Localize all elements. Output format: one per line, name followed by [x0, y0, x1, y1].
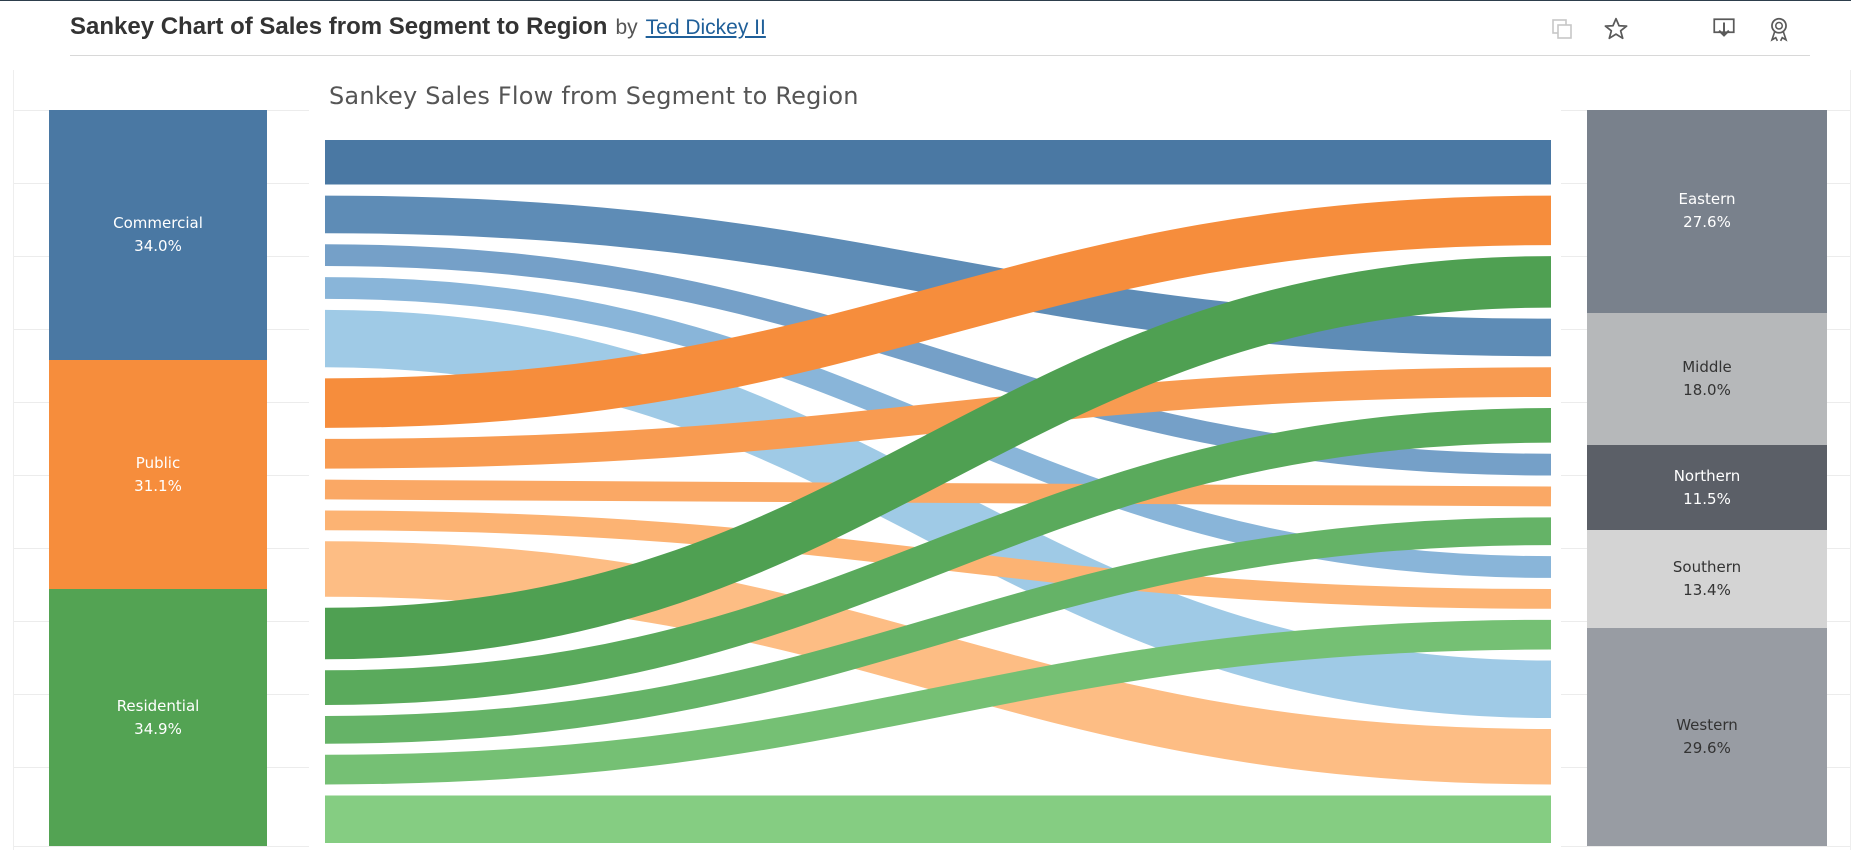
header-divider — [70, 55, 1810, 56]
region-label: Middle — [1682, 358, 1732, 377]
region-label: Western — [1676, 716, 1738, 735]
sankey-panel: Sankey Sales Flow from Segment to Region — [309, 70, 1561, 850]
region-share: 18.0% — [1683, 381, 1731, 400]
star-icon[interactable] — [1601, 14, 1631, 44]
flow-residential-to-eastern[interactable] — [324, 256, 1552, 660]
segment-label: Residential — [116, 696, 200, 715]
top-border — [0, 0, 1851, 1]
segment-share: 34.9% — [134, 719, 182, 738]
segment-share: 31.1% — [134, 476, 182, 495]
region-bar-southern[interactable]: Southern 13.4% — [1587, 529, 1827, 629]
segment-share: 34.0% — [134, 237, 182, 256]
segment-bar-public[interactable]: Public 31.1% — [49, 360, 267, 590]
region-bar-eastern[interactable]: Eastern 27.6% — [1587, 110, 1827, 313]
download-icon[interactable] — [1709, 14, 1739, 44]
sankey-chart — [324, 139, 1552, 843]
segment-bar-commercial[interactable]: Commercial 34.0% — [49, 110, 267, 361]
by-label: by — [615, 16, 638, 39]
page-title: Sankey Chart of Sales from Segment to Re… — [70, 13, 608, 40]
region-share: 27.6% — [1683, 213, 1731, 232]
flow-residential-to-middle[interactable] — [324, 408, 1552, 705]
region-label: Eastern — [1678, 190, 1736, 209]
flow-public-to-eastern[interactable] — [324, 195, 1552, 428]
flow-commercial-to-western[interactable] — [324, 309, 1552, 718]
region-bar-middle[interactable]: Middle 18.0% — [1587, 312, 1827, 446]
viz-header: Sankey Chart of Sales from Segment to Re… — [70, 10, 1810, 50]
region-label: Southern — [1672, 558, 1742, 577]
dashboard: Commercial 34.0% Public 31.1% Residential 34.… — [13, 70, 1851, 850]
segment-bar-residential[interactable]: Residential 34.9% — [49, 589, 267, 846]
segment-label: Public — [135, 453, 181, 472]
flow-public-to-western[interactable] — [324, 541, 1552, 785]
segment-label: Commercial — [113, 214, 203, 233]
flow-public-to-middle[interactable] — [324, 367, 1552, 469]
flow-residential-to-southern[interactable] — [324, 619, 1552, 785]
badge-icon[interactable] — [1764, 14, 1794, 44]
flow-commercial-to-middle[interactable] — [324, 195, 1552, 357]
region-label: Northern — [1673, 466, 1741, 485]
flow-public-to-northern[interactable] — [324, 479, 1552, 507]
region-share: 29.6% — [1683, 739, 1731, 758]
region-share: 13.4% — [1683, 581, 1731, 600]
flow-residential-to-northern[interactable] — [324, 517, 1552, 744]
region-share: 11.5% — [1683, 489, 1731, 508]
gridline — [13, 70, 14, 850]
region-bar-northern[interactable]: Northern 11.5% — [1587, 445, 1827, 530]
region-bar-western[interactable]: Western 29.6% — [1587, 628, 1827, 846]
chart-title: Sankey Sales Flow from Segment to Region — [329, 82, 859, 110]
author-link[interactable]: Ted Dickey II — [645, 16, 766, 39]
copy-icon[interactable] — [1547, 14, 1577, 44]
